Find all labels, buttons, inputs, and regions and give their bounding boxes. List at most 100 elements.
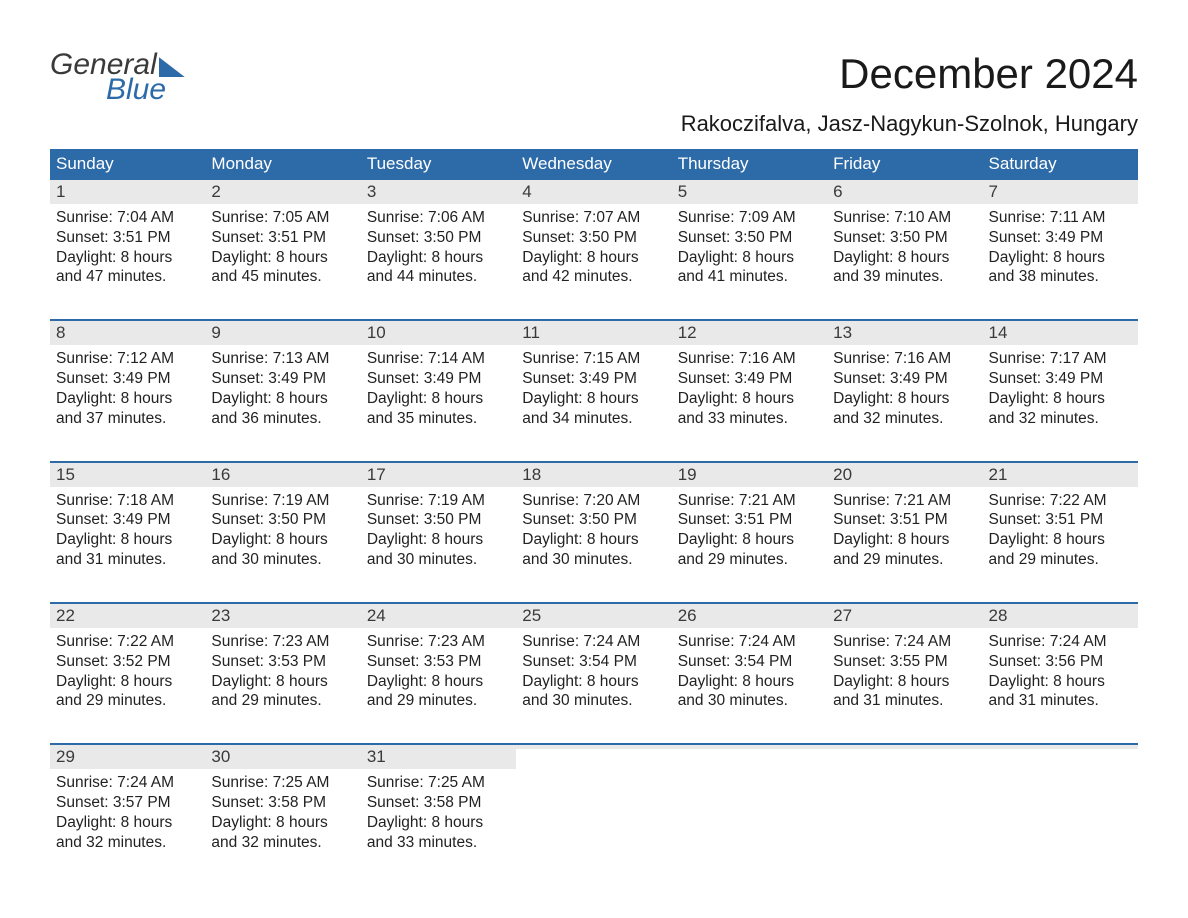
calendar-week: 15Sunrise: 7:18 AMSunset: 3:49 PMDayligh… [50,461,1138,574]
day-body [827,749,982,757]
day-number: 25 [516,604,671,628]
day-number: 8 [50,321,205,345]
day-number: 23 [205,604,360,628]
sunrise-line: Sunrise: 7:16 AM [833,349,976,369]
daylight-line: and 31 minutes. [56,550,199,570]
daylight-line: and 32 minutes. [211,833,354,853]
sunset-line: Sunset: 3:53 PM [211,652,354,672]
logo-text-blue: Blue [106,75,185,105]
day-body: Sunrise: 7:07 AMSunset: 3:50 PMDaylight:… [516,204,671,291]
sunset-line: Sunset: 3:49 PM [833,369,976,389]
daylight-line: Daylight: 8 hours [211,248,354,268]
weekday-header: Saturday [983,149,1138,180]
day-body: Sunrise: 7:23 AMSunset: 3:53 PMDaylight:… [361,628,516,715]
day-number: 12 [672,321,827,345]
sunset-line: Sunset: 3:58 PM [211,793,354,813]
sunset-line: Sunset: 3:54 PM [522,652,665,672]
calendar-day: 14Sunrise: 7:17 AMSunset: 3:49 PMDayligh… [983,321,1138,432]
daylight-line: Daylight: 8 hours [833,530,976,550]
sunrise-line: Sunrise: 7:11 AM [989,208,1132,228]
day-number: 13 [827,321,982,345]
sunrise-line: Sunrise: 7:04 AM [56,208,199,228]
sunrise-line: Sunrise: 7:24 AM [833,632,976,652]
sunset-line: Sunset: 3:51 PM [56,228,199,248]
day-body: Sunrise: 7:21 AMSunset: 3:51 PMDaylight:… [827,487,982,574]
daylight-line: and 29 minutes. [56,691,199,711]
calendar-day [516,745,671,856]
sunset-line: Sunset: 3:50 PM [833,228,976,248]
daylight-line: Daylight: 8 hours [367,530,510,550]
sunrise-line: Sunrise: 7:17 AM [989,349,1132,369]
daylight-line: Daylight: 8 hours [367,672,510,692]
calendar-day: 24Sunrise: 7:23 AMSunset: 3:53 PMDayligh… [361,604,516,715]
sunset-line: Sunset: 3:50 PM [367,510,510,530]
daylight-line: and 33 minutes. [678,409,821,429]
logo-sail-icon [159,57,185,77]
calendar-day: 10Sunrise: 7:14 AMSunset: 3:49 PMDayligh… [361,321,516,432]
day-number: 11 [516,321,671,345]
daylight-line: Daylight: 8 hours [367,248,510,268]
sunset-line: Sunset: 3:50 PM [367,228,510,248]
weekday-header: Wednesday [516,149,671,180]
sunset-line: Sunset: 3:49 PM [367,369,510,389]
daylight-line: and 35 minutes. [367,409,510,429]
daylight-line: Daylight: 8 hours [989,248,1132,268]
sunrise-line: Sunrise: 7:21 AM [678,491,821,511]
day-body: Sunrise: 7:19 AMSunset: 3:50 PMDaylight:… [205,487,360,574]
sunset-line: Sunset: 3:56 PM [989,652,1132,672]
location-subtitle: Rakoczifalva, Jasz-Nagykun-Szolnok, Hung… [50,111,1138,137]
daylight-line: and 36 minutes. [211,409,354,429]
calendar-day: 26Sunrise: 7:24 AMSunset: 3:54 PMDayligh… [672,604,827,715]
daylight-line: Daylight: 8 hours [211,389,354,409]
sunrise-line: Sunrise: 7:06 AM [367,208,510,228]
calendar-day: 23Sunrise: 7:23 AMSunset: 3:53 PMDayligh… [205,604,360,715]
day-body: Sunrise: 7:16 AMSunset: 3:49 PMDaylight:… [827,345,982,432]
sunset-line: Sunset: 3:49 PM [522,369,665,389]
calendar-week: 22Sunrise: 7:22 AMSunset: 3:52 PMDayligh… [50,602,1138,715]
sunset-line: Sunset: 3:50 PM [678,228,821,248]
sunrise-line: Sunrise: 7:18 AM [56,491,199,511]
calendar-day: 11Sunrise: 7:15 AMSunset: 3:49 PMDayligh… [516,321,671,432]
weekday-header: Friday [827,149,982,180]
calendar-day: 5Sunrise: 7:09 AMSunset: 3:50 PMDaylight… [672,180,827,291]
daylight-line: Daylight: 8 hours [211,813,354,833]
calendar-day: 27Sunrise: 7:24 AMSunset: 3:55 PMDayligh… [827,604,982,715]
daylight-line: and 42 minutes. [522,267,665,287]
day-number: 6 [827,180,982,204]
day-body: Sunrise: 7:20 AMSunset: 3:50 PMDaylight:… [516,487,671,574]
logo: General Blue [50,50,185,105]
calendar-day: 12Sunrise: 7:16 AMSunset: 3:49 PMDayligh… [672,321,827,432]
daylight-line: Daylight: 8 hours [211,530,354,550]
daylight-line: Daylight: 8 hours [989,389,1132,409]
calendar-day: 29Sunrise: 7:24 AMSunset: 3:57 PMDayligh… [50,745,205,856]
calendar-week: 8Sunrise: 7:12 AMSunset: 3:49 PMDaylight… [50,319,1138,432]
day-body: Sunrise: 7:24 AMSunset: 3:56 PMDaylight:… [983,628,1138,715]
day-body [672,749,827,757]
sunset-line: Sunset: 3:49 PM [211,369,354,389]
day-number: 9 [205,321,360,345]
daylight-line: and 29 minutes. [833,550,976,570]
day-number: 2 [205,180,360,204]
day-body [516,749,671,757]
sunset-line: Sunset: 3:49 PM [678,369,821,389]
day-number: 5 [672,180,827,204]
sunset-line: Sunset: 3:51 PM [678,510,821,530]
daylight-line: Daylight: 8 hours [56,248,199,268]
day-number: 17 [361,463,516,487]
sunset-line: Sunset: 3:58 PM [367,793,510,813]
day-number: 27 [827,604,982,628]
daylight-line: Daylight: 8 hours [56,813,199,833]
day-number: 7 [983,180,1138,204]
sunrise-line: Sunrise: 7:09 AM [678,208,821,228]
daylight-line: Daylight: 8 hours [367,389,510,409]
day-body: Sunrise: 7:23 AMSunset: 3:53 PMDaylight:… [205,628,360,715]
sunset-line: Sunset: 3:49 PM [56,510,199,530]
sunset-line: Sunset: 3:49 PM [56,369,199,389]
calendar-day: 1Sunrise: 7:04 AMSunset: 3:51 PMDaylight… [50,180,205,291]
sunrise-line: Sunrise: 7:15 AM [522,349,665,369]
day-number: 4 [516,180,671,204]
sunrise-line: Sunrise: 7:23 AM [211,632,354,652]
sunset-line: Sunset: 3:55 PM [833,652,976,672]
daylight-line: Daylight: 8 hours [56,389,199,409]
daylight-line: Daylight: 8 hours [989,672,1132,692]
